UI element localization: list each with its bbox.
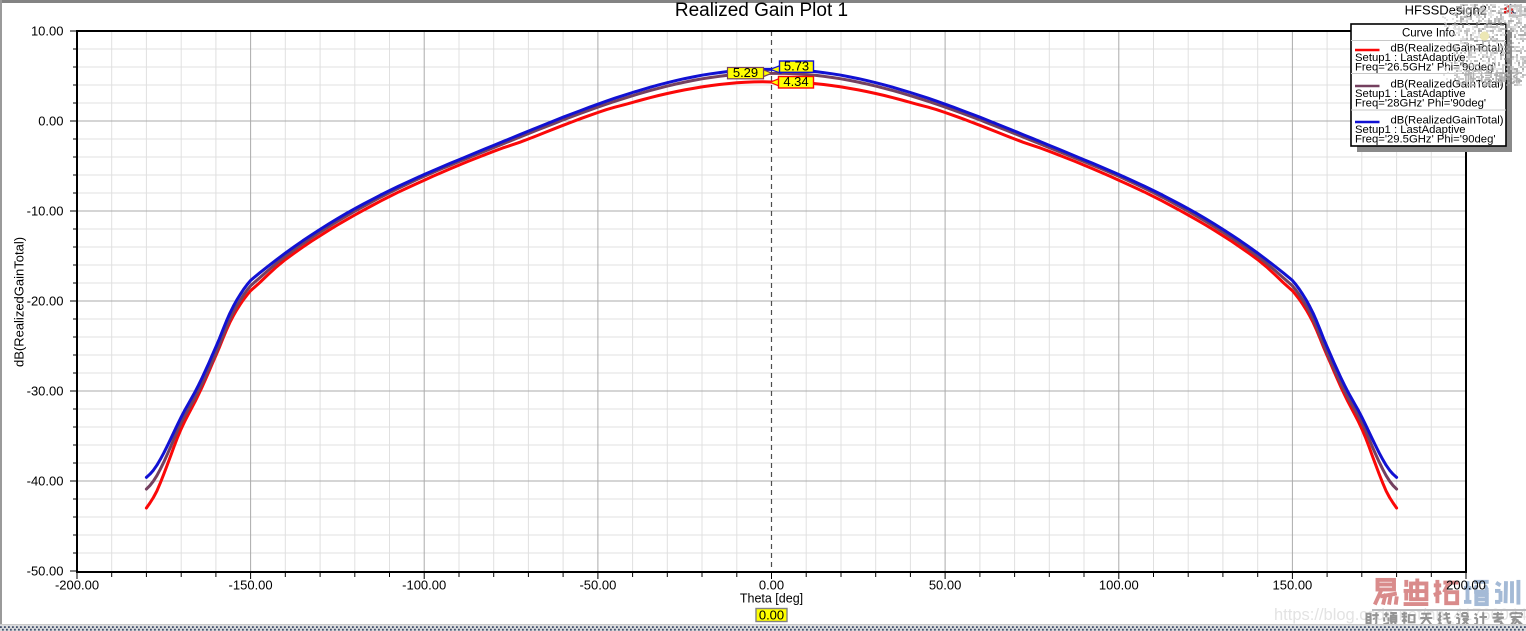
svg-text:Setup1 : LastAdaptive: Setup1 : LastAdaptive bbox=[1355, 52, 1466, 64]
svg-text:5.73: 5.73 bbox=[784, 59, 809, 74]
svg-text:Setup1 : LastAdaptive: Setup1 : LastAdaptive bbox=[1355, 124, 1466, 136]
svg-text:0.00: 0.00 bbox=[759, 578, 784, 593]
svg-text:-50.00: -50.00 bbox=[579, 578, 616, 593]
svg-text:Setup1 : LastAdaptive: Setup1 : LastAdaptive bbox=[1355, 88, 1466, 100]
svg-text:10.00: 10.00 bbox=[31, 24, 64, 39]
svg-text:100.00: 100.00 bbox=[1099, 578, 1139, 593]
svg-text:-100.00: -100.00 bbox=[402, 578, 446, 593]
svg-text:-20.00: -20.00 bbox=[27, 294, 64, 309]
svg-text:Freq='29.5GHz' Phi='90deg': Freq='29.5GHz' Phi='90deg' bbox=[1355, 134, 1496, 146]
svg-text:-10.00: -10.00 bbox=[27, 204, 64, 219]
svg-text:50.00: 50.00 bbox=[929, 578, 962, 593]
svg-text:Freq='28GHz' Phi='90deg': Freq='28GHz' Phi='90deg' bbox=[1355, 98, 1486, 110]
svg-text:dB(RealizedGainTotal): dB(RealizedGainTotal) bbox=[1390, 115, 1503, 127]
svg-text:-150.00: -150.00 bbox=[229, 578, 273, 593]
svg-text:dB(RealizedGainTotal): dB(RealizedGainTotal) bbox=[1390, 79, 1503, 91]
svg-text:0.00: 0.00 bbox=[759, 607, 784, 622]
svg-text:https://blog.csdn.net/nn_41766: https://blog.csdn.net/nn_41766044 bbox=[1274, 606, 1526, 624]
svg-text:dB(RealizedGainTotal): dB(RealizedGainTotal) bbox=[12, 237, 27, 367]
svg-text:-40.00: -40.00 bbox=[27, 474, 64, 489]
svg-text:4.34: 4.34 bbox=[783, 74, 808, 89]
svg-text:0.00: 0.00 bbox=[38, 114, 63, 129]
svg-text:-30.00: -30.00 bbox=[27, 384, 64, 399]
svg-text:Realized Gain Plot 1: Realized Gain Plot 1 bbox=[675, 0, 848, 21]
svg-text:5.29: 5.29 bbox=[733, 65, 758, 80]
svg-text:150.00: 150.00 bbox=[1273, 578, 1313, 593]
svg-text:Curve Info: Curve Info bbox=[1402, 28, 1455, 40]
svg-text:-50.00: -50.00 bbox=[27, 564, 64, 579]
svg-text:-200.00: -200.00 bbox=[55, 578, 99, 593]
svg-text:Theta [deg]: Theta [deg] bbox=[740, 592, 803, 606]
